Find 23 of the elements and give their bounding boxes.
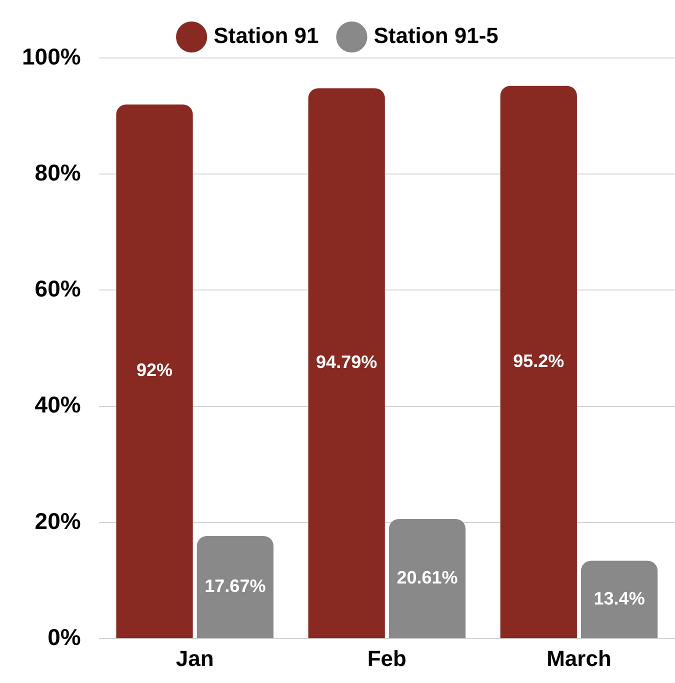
y-tick-label: 40% bbox=[34, 392, 81, 418]
x-tick-label: Jan bbox=[176, 646, 214, 671]
data-label: 17.67% bbox=[204, 576, 266, 596]
data-label: 94.79% bbox=[316, 352, 378, 372]
x-tick-label: Feb bbox=[367, 646, 406, 671]
data-label: 13.4% bbox=[594, 588, 645, 608]
bar bbox=[500, 86, 577, 638]
data-label: 95.2% bbox=[513, 350, 564, 371]
data-label: 20.61% bbox=[396, 567, 458, 588]
bar bbox=[116, 104, 193, 638]
bar bbox=[388, 518, 466, 638]
bar bbox=[196, 536, 274, 638]
y-tick-label: 80% bbox=[34, 159, 81, 186]
legend-label: Station 91 bbox=[214, 23, 319, 48]
bar bbox=[580, 560, 658, 638]
legend-label: Station 91-5 bbox=[374, 23, 498, 48]
y-tick-label: 60% bbox=[34, 276, 81, 302]
x-tick-label: March bbox=[546, 646, 612, 671]
data-label: 92% bbox=[136, 360, 173, 380]
y-tick-label: 100% bbox=[22, 43, 81, 70]
bar bbox=[308, 88, 385, 638]
y-tick-label: 20% bbox=[34, 508, 81, 534]
y-tick-label: 0% bbox=[48, 624, 81, 650]
